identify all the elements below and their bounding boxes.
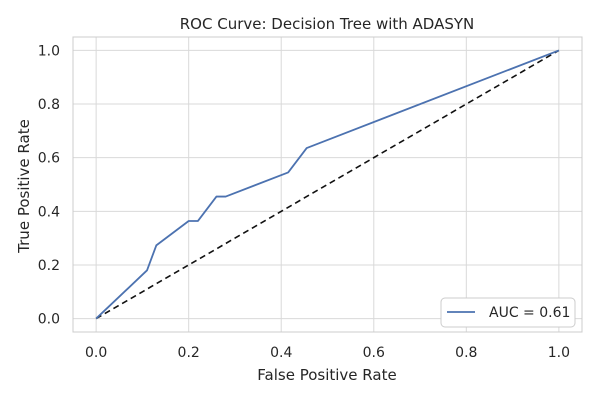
y-tick-label: 0.8 bbox=[38, 97, 60, 113]
series-layer bbox=[95, 49, 560, 320]
legend: AUC = 0.61 bbox=[440, 297, 576, 328]
y-tick-labels: 0.0 0.2 0.4 0.6 0.8 1.0 bbox=[38, 43, 60, 327]
y-axis-title: True Positive Rate bbox=[15, 119, 33, 254]
plot-area-frame bbox=[72, 36, 583, 333]
x-tick-label: 0.2 bbox=[178, 345, 200, 361]
x-tick-label: 0.0 bbox=[85, 345, 107, 361]
x-tick-label: 0.4 bbox=[270, 345, 292, 361]
x-tick-label: 1.0 bbox=[548, 345, 570, 361]
x-tick-label: 0.8 bbox=[455, 345, 477, 361]
y-tick-label: 1.0 bbox=[38, 43, 60, 59]
roc-curve-line bbox=[95, 49, 560, 320]
y-tick-label: 0.2 bbox=[38, 258, 60, 274]
random-classifier-line bbox=[95, 49, 560, 320]
legend-label: AUC = 0.61 bbox=[489, 305, 570, 321]
x-tick-labels: 0.0 0.2 0.4 0.6 0.8 1.0 bbox=[85, 345, 570, 361]
y-tick-label: 0.4 bbox=[38, 204, 60, 220]
x-tick-label: 0.6 bbox=[363, 345, 385, 361]
y-tick-label: 0.0 bbox=[38, 312, 60, 328]
legend-box bbox=[440, 297, 576, 328]
y-tick-label: 0.6 bbox=[38, 151, 60, 167]
chart-title: ROC Curve: Decision Tree with ADASYN bbox=[180, 15, 475, 33]
x-axis-title: False Positive Rate bbox=[257, 366, 396, 384]
